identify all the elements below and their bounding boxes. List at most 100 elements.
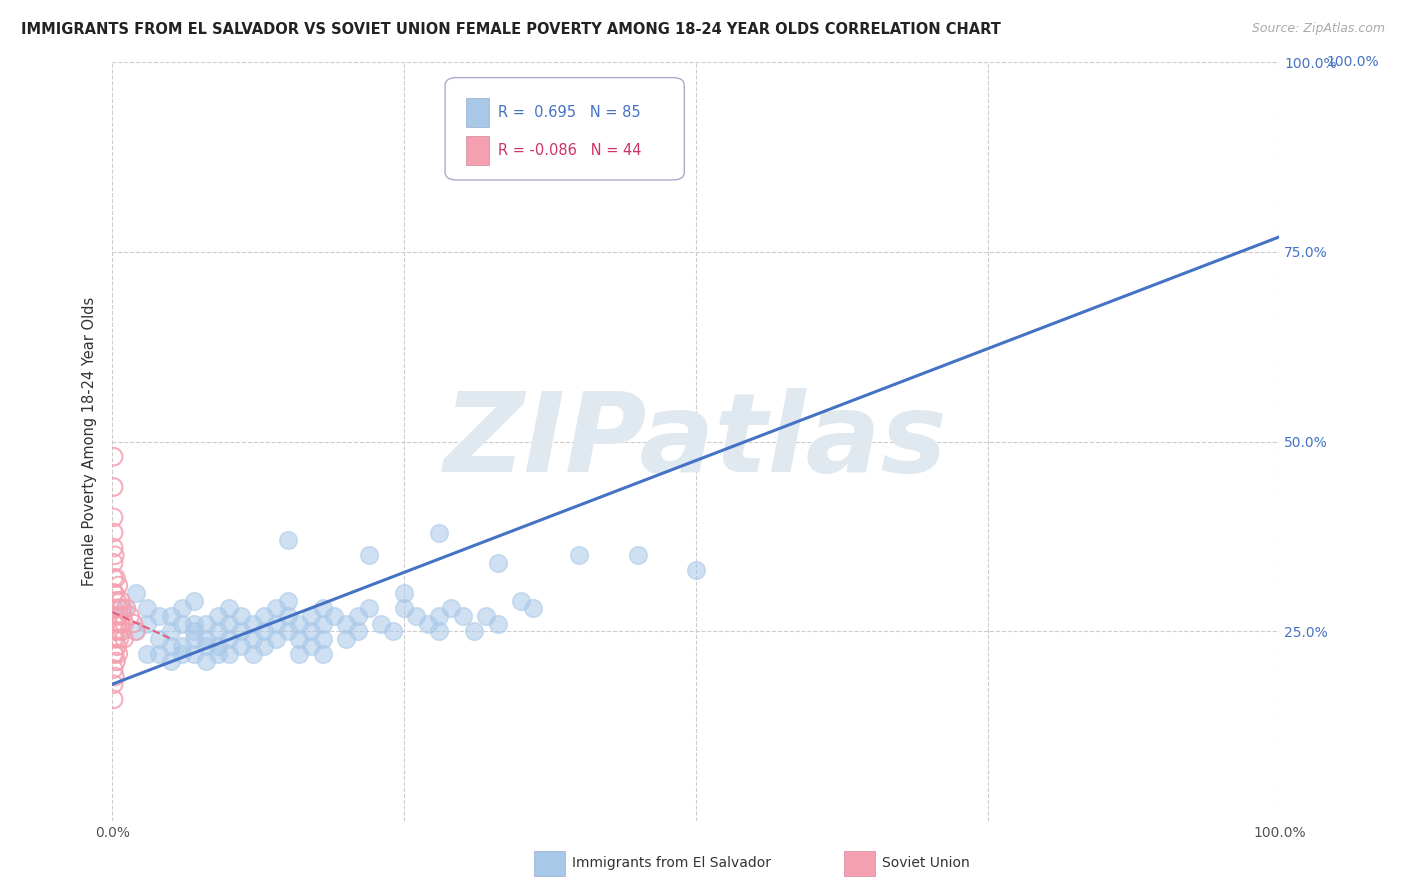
Point <box>172 639 194 653</box>
Point <box>103 677 125 691</box>
Point <box>105 594 128 608</box>
Text: Source: ZipAtlas.com: Source: ZipAtlas.com <box>1251 22 1385 36</box>
Point <box>276 624 298 639</box>
Point <box>104 608 127 623</box>
Text: R =  0.695   N = 85: R = 0.695 N = 85 <box>498 105 640 120</box>
Point <box>103 662 125 676</box>
Point <box>112 616 135 631</box>
Point <box>103 450 125 464</box>
Point <box>148 632 170 646</box>
Point <box>299 624 322 639</box>
Point <box>207 608 229 623</box>
Point <box>103 632 125 646</box>
Point <box>335 632 357 646</box>
Point <box>381 624 404 639</box>
Point <box>103 480 125 494</box>
Point <box>288 632 311 646</box>
Point <box>103 647 125 661</box>
Point <box>218 632 240 646</box>
Point <box>103 525 125 540</box>
Point <box>276 533 298 548</box>
Point <box>103 541 125 555</box>
Point <box>229 608 252 623</box>
Point <box>627 548 650 563</box>
Text: R = -0.086   N = 44: R = -0.086 N = 44 <box>498 143 641 158</box>
Point <box>194 639 217 653</box>
Point <box>242 632 264 646</box>
Point <box>183 594 205 608</box>
Text: IMMIGRANTS FROM EL SALVADOR VS SOVIET UNION FEMALE POVERTY AMONG 18-24 YEAR OLDS: IMMIGRANTS FROM EL SALVADOR VS SOVIET UN… <box>21 22 1001 37</box>
Point <box>394 601 416 615</box>
Point <box>172 601 194 615</box>
Point <box>104 586 127 600</box>
Point <box>311 647 333 661</box>
Point <box>107 601 129 615</box>
Point <box>105 639 128 653</box>
Point <box>451 608 474 623</box>
Point <box>299 608 322 623</box>
Point <box>207 624 229 639</box>
Point <box>416 616 439 631</box>
Point <box>264 616 287 631</box>
Point <box>115 601 138 615</box>
Point <box>103 692 125 706</box>
Point <box>370 616 392 631</box>
Point <box>288 616 311 631</box>
Point <box>125 624 148 639</box>
Point <box>112 601 135 615</box>
Point <box>253 639 276 653</box>
Point <box>107 624 129 639</box>
Point <box>463 624 485 639</box>
Point <box>359 548 381 563</box>
Point <box>253 624 276 639</box>
Point <box>207 639 229 653</box>
Point <box>183 647 205 661</box>
Point <box>136 601 159 615</box>
Point <box>486 616 509 631</box>
Point <box>346 608 368 623</box>
Point <box>160 608 183 623</box>
Point <box>335 616 357 631</box>
Point <box>509 594 531 608</box>
Point <box>108 608 131 623</box>
Point <box>183 624 205 639</box>
Point <box>136 616 159 631</box>
Point <box>242 647 264 661</box>
Text: ZIPatlas: ZIPatlas <box>444 388 948 495</box>
Point <box>253 608 276 623</box>
Point <box>264 632 287 646</box>
Point <box>105 616 128 631</box>
Point <box>311 616 333 631</box>
Point <box>299 639 322 653</box>
Point <box>112 632 135 646</box>
FancyBboxPatch shape <box>465 136 489 165</box>
Point <box>568 548 591 563</box>
Point <box>107 647 129 661</box>
Point <box>522 601 544 615</box>
Point <box>103 616 125 631</box>
Point <box>346 624 368 639</box>
Text: Soviet Union: Soviet Union <box>882 856 969 871</box>
Point <box>104 571 127 585</box>
Point <box>160 655 183 669</box>
Point <box>122 616 145 631</box>
Point <box>685 564 707 578</box>
Point <box>427 608 450 623</box>
Point <box>108 632 131 646</box>
Point <box>183 616 205 631</box>
Point <box>405 608 427 623</box>
Point <box>111 601 134 615</box>
Point <box>242 616 264 631</box>
Point <box>104 632 127 646</box>
Point <box>136 647 159 661</box>
Point <box>264 601 287 615</box>
Point <box>218 601 240 615</box>
Point <box>104 669 127 683</box>
Point <box>172 616 194 631</box>
Point <box>104 548 127 563</box>
Point <box>311 632 333 646</box>
Point <box>323 608 346 623</box>
Text: 100.0%: 100.0% <box>1326 55 1379 70</box>
Point <box>207 647 229 661</box>
Point <box>125 624 148 639</box>
